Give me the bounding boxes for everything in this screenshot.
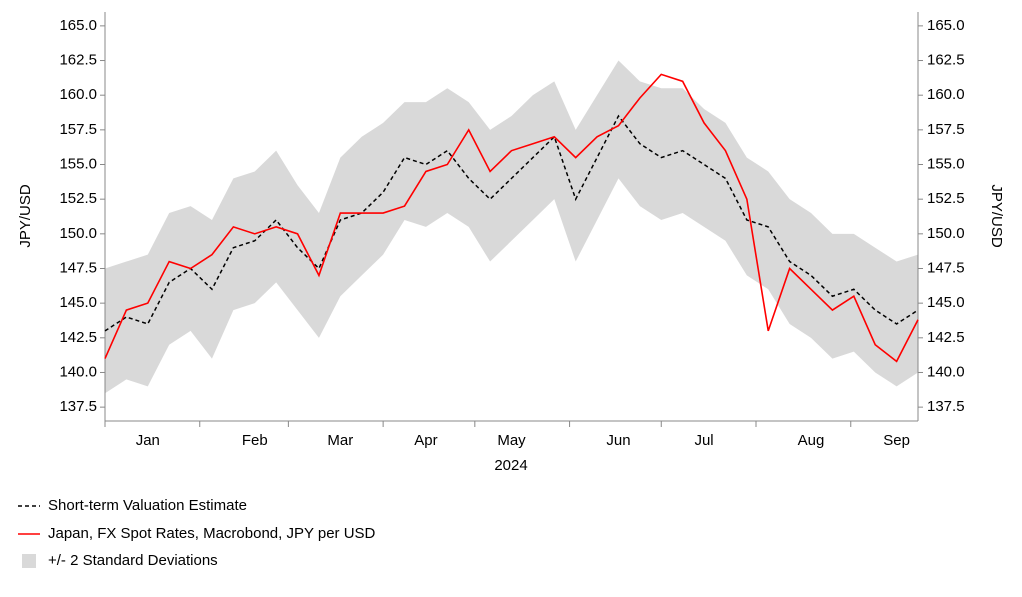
y2-tick-label: 147.5 [927,259,965,276]
y2-tick-label: 152.5 [927,190,965,207]
y-tick-label: 155.0 [59,155,97,172]
legend-label: Japan, FX Spot Rates, Macrobond, JPY per… [48,525,376,542]
x-tick-label: Mar [327,432,353,449]
x-tick-label: Apr [414,432,437,449]
x-tick-label: Jun [606,432,630,449]
y2-tick-label: 140.0 [927,363,965,380]
legend-label: Short-term Valuation Estimate [48,497,247,514]
y-tick-label: 165.0 [59,17,97,34]
legend-label: +/- 2 Standard Deviations [48,552,218,569]
y2-tick-label: 162.5 [927,51,965,68]
y2-tick-label: 142.5 [927,329,965,346]
y2-tick-label: 137.5 [927,398,965,415]
y2-axis-label: JPY/USD [988,184,1005,248]
y2-tick-label: 160.0 [927,86,965,103]
y-tick-label: 160.0 [59,86,97,103]
y2-tick-label: 165.0 [927,17,965,34]
y-tick-label: 140.0 [59,363,97,380]
series-line [104,73,919,363]
y2-tick-label: 155.0 [927,155,965,172]
y-axis-label: JPY/USD [17,184,34,248]
y-tick-label: 150.0 [59,225,97,242]
x-axis-label: 2024 [494,457,527,474]
y-tick-label: 145.0 [59,294,97,311]
y-tick-label: 142.5 [59,329,97,346]
y-tick-label: 137.5 [59,398,97,415]
x-tick-label: Jan [136,432,160,449]
y2-tick-label: 150.0 [927,225,965,242]
y2-tick-label: 157.5 [927,121,965,138]
x-tick-label: Feb [242,432,268,449]
y-tick-label: 162.5 [59,51,97,68]
band [105,60,918,394]
x-tick-label: Sep [883,432,910,449]
y-tick-label: 157.5 [59,121,97,138]
x-tick-label: May [497,432,526,449]
legend-marker [22,554,36,568]
y-tick-label: 147.5 [59,259,97,276]
x-tick-label: Jul [694,432,713,449]
y2-tick-label: 145.0 [927,294,965,311]
series-line [104,114,919,332]
x-tick-label: Aug [798,432,825,449]
y-tick-label: 152.5 [59,190,97,207]
